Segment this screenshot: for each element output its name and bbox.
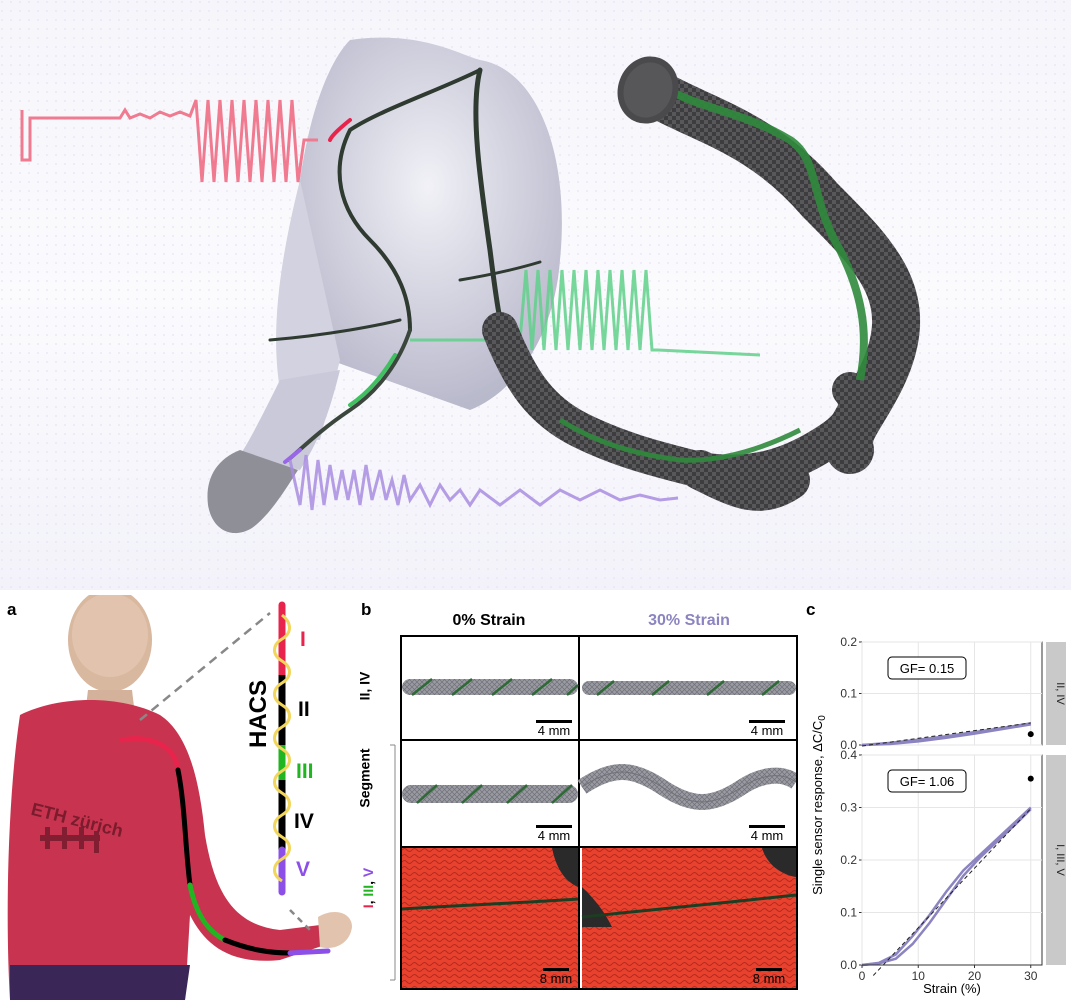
scale-bar-line-6 [756, 968, 782, 971]
micrograph-grid: 4 mm 4 mm 4 mm 4 mm 8 mm 8 mm [400, 635, 798, 990]
x-tick-label: 0 [859, 969, 866, 983]
panel-b-label: b [361, 600, 372, 619]
y-tick-label: 0.4 [840, 748, 857, 762]
scale-bar-1: 4 mm [537, 723, 571, 738]
scale-bar-line-4 [749, 825, 785, 828]
x-tick-label: 30 [1024, 969, 1038, 983]
y-tick-label: 0.1 [840, 687, 857, 701]
scale-bar-line-3 [536, 825, 572, 828]
gf-annotation: GF= 1.06 [900, 774, 955, 789]
unloading-curve [861, 723, 1032, 747]
row-label-odd: I, III, V [360, 868, 376, 908]
panel-c-label: c [806, 600, 816, 619]
scale-bar-6: 8 mm [752, 971, 786, 986]
row-label-even: II, IV [356, 671, 373, 701]
y-tick-label: 0.2 [840, 853, 857, 867]
y-tick-label: 0.0 [840, 958, 857, 972]
gf-annotation-box [887, 656, 967, 680]
segment-label-5: V [296, 858, 311, 881]
row-label-v: V [360, 867, 377, 878]
gf-annotation: GF= 0.15 [900, 661, 955, 676]
outlier-point [1027, 731, 1034, 738]
hacs-cable-3d [482, 56, 920, 511]
scale-bar-2: 4 mm [750, 723, 784, 738]
y-axis-title: Single sensor response, ΔC/C0 [810, 715, 828, 895]
panel-a-label: a [7, 600, 17, 619]
scale-bar-line-2 [749, 720, 785, 723]
hacs-label: HACS [245, 679, 273, 749]
scale-bar-line-5 [543, 968, 569, 971]
segment-label-2: II [298, 698, 310, 721]
segment-label-3: III [296, 760, 314, 783]
facet-strip [1046, 642, 1068, 745]
y-tick-label: 0.2 [840, 635, 857, 649]
y-tick-label: 0.3 [840, 801, 857, 815]
row-label-i: I [360, 904, 377, 909]
segment-label-4: IV [294, 810, 314, 833]
fit-line [872, 808, 1032, 976]
x-tick-label: 10 [912, 969, 926, 983]
col-header-30-strain: 30% Strain [648, 612, 730, 629]
y-tick-label: 0.1 [840, 906, 857, 920]
gf-charts: 0.0 0.1 0.2 GF= 0.15 II, IV 0.0 0.1 0.2 0.3 0.4 GF… [806, 625, 1068, 997]
hero-illustration [0, 0, 1071, 590]
hacs-segment-cable [273, 601, 291, 896]
col-header-0-strain: 0% Strain [452, 612, 526, 629]
x-axis-title: Strain (%) [923, 981, 981, 996]
facet-label: I, III, V [1054, 844, 1066, 876]
facet-label: II, IV [1054, 682, 1066, 705]
unloading-curve [861, 808, 1032, 967]
segment-axis-label: Segment [356, 748, 373, 808]
segment-label-1: I [300, 628, 306, 651]
fit-line [861, 722, 1031, 747]
facet-strip [1046, 755, 1068, 965]
panel-a-illustration [0, 588, 380, 1000]
row-label-sep1: , [360, 896, 377, 905]
scale-bar-5: 8 mm [539, 971, 573, 986]
y-tick-label: 0.0 [840, 738, 857, 752]
segment-axis [360, 635, 400, 990]
x-tick-label: 20 [968, 969, 982, 983]
scale-bar-3: 4 mm [537, 828, 571, 843]
y-axis-title-subscript: 0 [817, 715, 828, 721]
y-axis-title-main: Single sensor response, ΔC/C [810, 721, 825, 895]
row-label-iii: III [360, 884, 377, 897]
scale-bar-4: 4 mm [750, 828, 784, 843]
scale-bar-line-1 [536, 720, 572, 723]
outlier-point [1027, 775, 1034, 782]
gf-chart-svg: 0.0 0.1 0.2 GF= 0.15 II, IV 0.0 0.1 0.2 0.3 0.4 GF… [810, 635, 1068, 996]
gf-annotation-box [887, 769, 967, 793]
row-label-sep2: , [360, 877, 377, 885]
